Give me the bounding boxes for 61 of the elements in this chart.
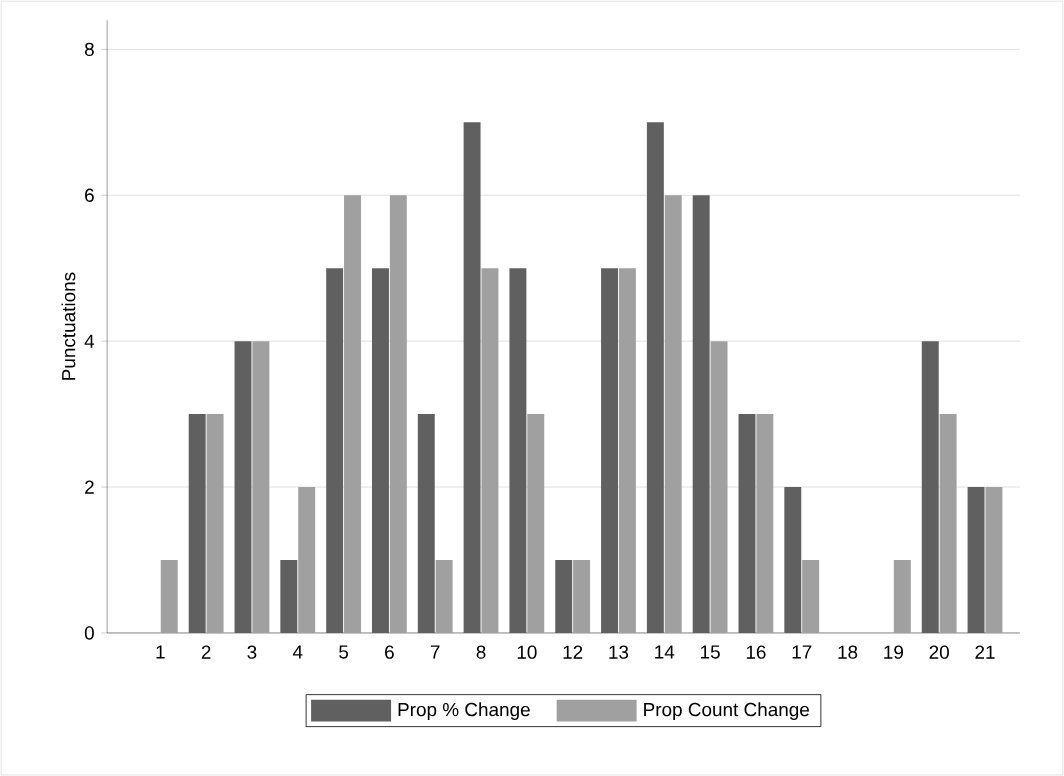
y-tick-label: 0 [84, 626, 94, 640]
bar [893, 559, 911, 633]
y-tick-label: 2 [85, 480, 94, 494]
bar [160, 559, 178, 633]
x-tick-label: 20 [929, 645, 949, 659]
bar [326, 268, 344, 633]
bar [527, 414, 545, 633]
x-tick-label: 16 [746, 645, 766, 659]
bar [784, 487, 802, 633]
legend-label: Prop % Change [398, 702, 530, 720]
bar [618, 268, 636, 633]
x-tick-label: 4 [292, 645, 303, 659]
x-tick-label: 12 [563, 645, 583, 659]
x-tick-label: 2 [201, 645, 211, 659]
x-tick-label: 17 [792, 645, 812, 659]
x-tick-label: 15 [701, 645, 720, 659]
bar [252, 341, 270, 633]
x-tick-label: 14 [655, 645, 675, 659]
y-tick-label: 4 [84, 334, 95, 348]
x-tick-label: 1 [156, 645, 165, 659]
bar [417, 414, 435, 633]
bar [756, 414, 774, 633]
bar [692, 195, 710, 633]
bar [298, 487, 316, 633]
x-tick-label: 7 [430, 645, 440, 659]
x-tick-label: 21 [975, 645, 995, 659]
bar [710, 341, 728, 633]
y-axis-title: Punctuations [61, 272, 76, 380]
bar [481, 268, 499, 633]
bar [280, 559, 298, 633]
x-tick-label: 3 [247, 645, 257, 659]
bar [234, 341, 252, 633]
bar [555, 559, 573, 633]
bar [206, 414, 224, 633]
x-tick-label: 19 [884, 645, 903, 659]
bar [939, 414, 957, 633]
x-tick-label: 13 [609, 645, 629, 659]
bar [601, 268, 619, 633]
bar [802, 559, 820, 633]
bar [188, 414, 206, 633]
x-tick-label: 5 [339, 645, 349, 659]
bar [435, 559, 453, 633]
x-tick-label: 8 [476, 645, 486, 659]
x-tick-label: 18 [838, 645, 858, 659]
y-tick-label: 8 [84, 42, 94, 57]
bar [344, 195, 361, 633]
bar [646, 122, 664, 633]
bar [664, 195, 682, 633]
bar [463, 122, 481, 633]
x-tick-label: 6 [385, 645, 394, 659]
bar [573, 559, 591, 633]
bar [985, 487, 1003, 633]
bar [921, 341, 939, 633]
legend-label: Prop Count Change [644, 702, 809, 720]
bar [738, 414, 756, 633]
y-tick-label: 6 [85, 188, 94, 202]
bar [371, 268, 389, 633]
bar [967, 487, 985, 633]
bar [509, 268, 527, 633]
x-tick-label: 10 [517, 645, 537, 659]
bar [389, 195, 407, 633]
